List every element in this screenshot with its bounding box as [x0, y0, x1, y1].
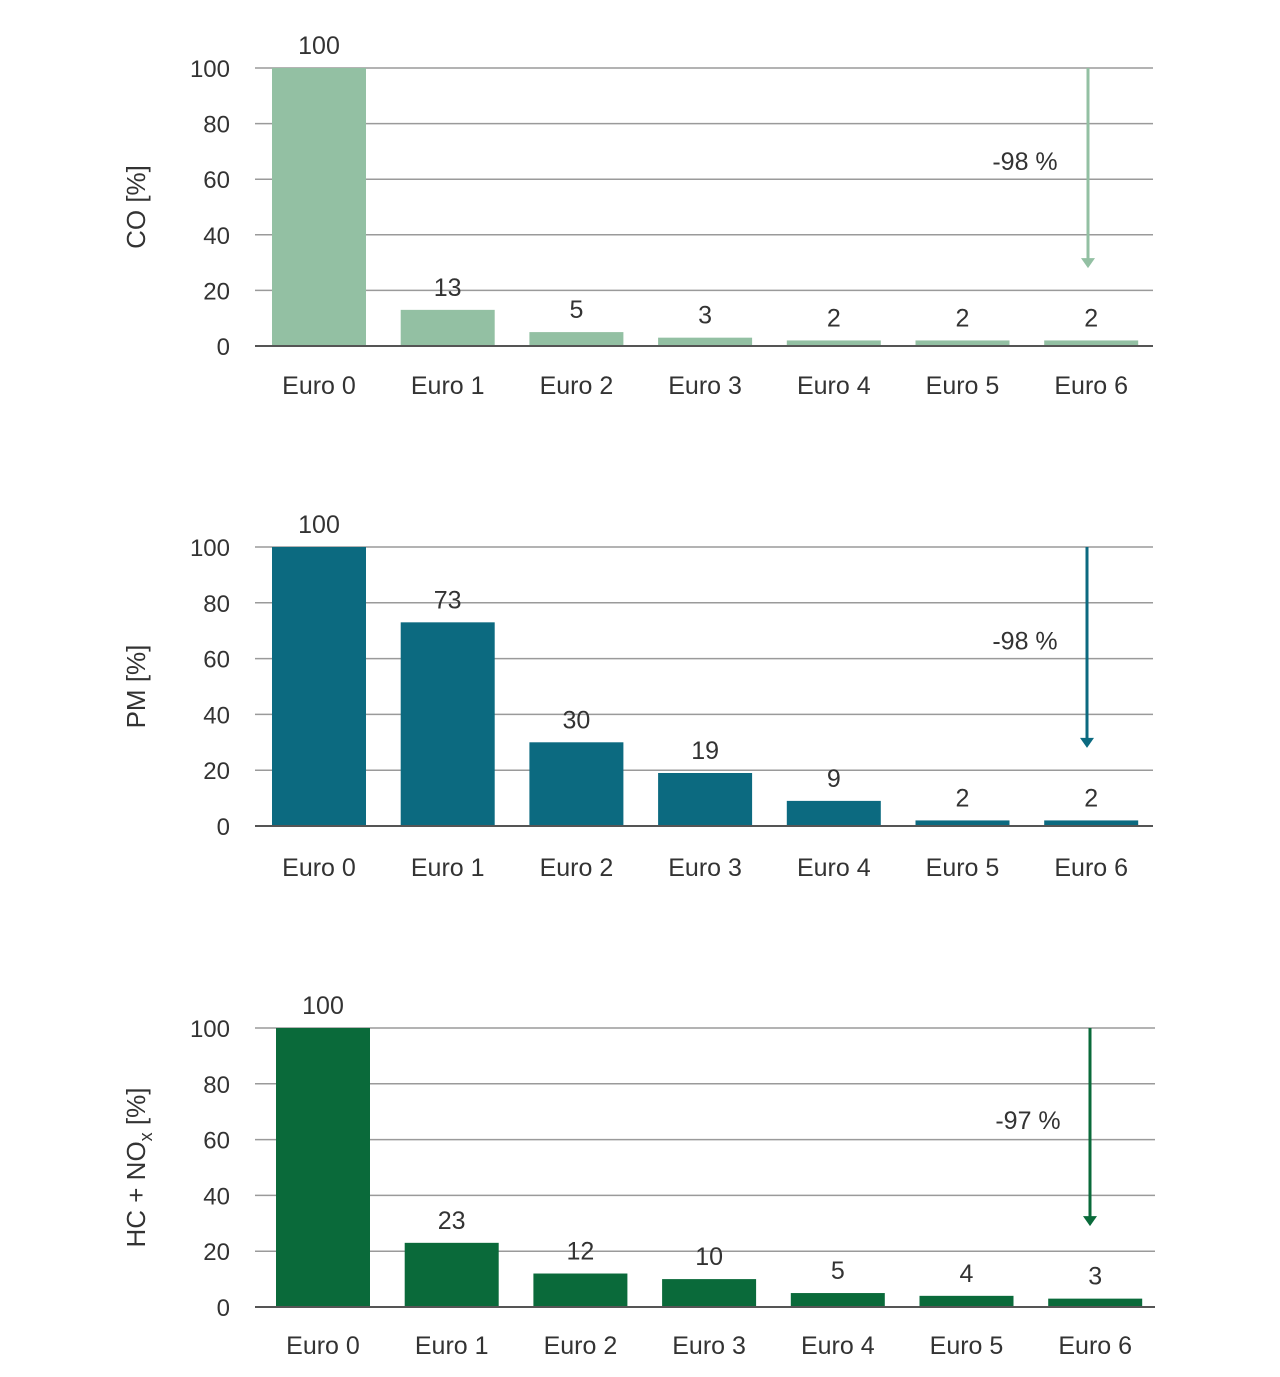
x-tick-label: Euro 4: [797, 854, 871, 882]
bar-euro-2: [529, 742, 624, 826]
data-label: 13: [434, 274, 462, 302]
bar-euro-5: [919, 1295, 1014, 1307]
x-tick-label: Euro 6: [1054, 854, 1128, 882]
reduction-annotation: -98 %: [992, 148, 1057, 176]
reduction-annotation: -98 %: [992, 627, 1057, 655]
y-tick-label: 0: [217, 334, 230, 361]
arrow-head-icon: [1080, 737, 1094, 748]
x-tick-label: Euro 0: [282, 372, 356, 400]
bar-euro-6: [1044, 820, 1139, 826]
data-label: 12: [566, 1238, 594, 1266]
data-label: 9: [827, 765, 841, 793]
bar-euro-5: [915, 340, 1010, 346]
y-axis-label-main: HC + NO: [121, 1141, 151, 1247]
y-axis-label: PM [%]: [121, 645, 151, 729]
y-tick-label: 40: [203, 702, 230, 729]
arrow-head-icon: [1081, 258, 1095, 269]
bar-euro-2: [529, 332, 624, 346]
x-tick-label: Euro 5: [926, 854, 1000, 882]
bar-euro-1: [400, 622, 495, 826]
data-label: 5: [569, 296, 583, 324]
bar-euro-6: [1044, 340, 1139, 346]
bar-euro-4: [786, 800, 881, 826]
x-tick-label: Euro 3: [668, 854, 742, 882]
y-axis-label-suffix: [%]: [121, 1088, 151, 1133]
y-tick-label: 60: [203, 647, 230, 674]
data-label: 23: [438, 1207, 466, 1235]
x-tick-label: Euro 6: [1054, 372, 1128, 400]
chart-panel-3: 0 20 40 60 80 100 100 Euro 0 23 Euro 1 12 Euro 2 10 E…: [121, 992, 1155, 1360]
reduction-annotation: -97 %: [995, 1107, 1060, 1135]
y-tick-label: 20: [203, 1239, 230, 1266]
x-tick-label: Euro 3: [672, 1332, 746, 1360]
x-tick-label: Euro 2: [540, 372, 614, 400]
y-tick-label: 60: [203, 1128, 230, 1155]
data-label: 19: [691, 737, 719, 765]
data-label: 100: [302, 992, 344, 1020]
bar-euro-0: [272, 547, 366, 826]
data-label: 4: [960, 1260, 974, 1288]
x-tick-label: Euro 6: [1058, 1332, 1132, 1360]
data-label: 10: [695, 1243, 723, 1271]
arrow-head-icon: [1083, 1216, 1097, 1227]
y-tick-label: 80: [203, 112, 230, 139]
y-axis-label: CO [%]: [121, 165, 151, 249]
data-label: 2: [1084, 304, 1098, 332]
data-label: 5: [831, 1257, 845, 1285]
y-tick-label: 100: [190, 56, 230, 83]
bar-euro-2: [533, 1273, 628, 1307]
bar-euro-0: [272, 68, 366, 346]
data-label: 3: [1088, 1263, 1102, 1291]
bar-euro-5: [915, 820, 1010, 826]
y-tick-label: 80: [203, 1072, 230, 1099]
data-label: 2: [1084, 784, 1098, 812]
bar-euro-1: [404, 1242, 499, 1307]
y-axis-label-main: PM [%]: [121, 645, 151, 729]
x-tick-label: Euro 0: [286, 1332, 360, 1360]
bar-euro-4: [786, 340, 881, 346]
chart-panel-1: 0 20 40 60 80 100 100 Euro 0 13 Euro 1 5 Euro 2 3 Eur…: [121, 32, 1153, 400]
y-tick-label: 0: [217, 814, 230, 841]
data-label: 30: [562, 706, 590, 734]
x-tick-label: Euro 1: [411, 372, 485, 400]
y-axis-label: HC + NOx [%]: [121, 1088, 156, 1248]
x-tick-label: Euro 5: [926, 372, 1000, 400]
y-tick-label: 0: [217, 1295, 230, 1322]
x-tick-label: Euro 2: [540, 854, 614, 882]
bar-euro-0: [276, 1028, 370, 1307]
y-tick-label: 20: [203, 278, 230, 305]
y-tick-label: 60: [203, 167, 230, 194]
y-axis-label-main: CO [%]: [121, 165, 151, 249]
x-tick-label: Euro 1: [415, 1332, 489, 1360]
y-tick-label: 100: [190, 1016, 230, 1043]
bar-euro-3: [658, 772, 753, 826]
bar-euro-4: [790, 1293, 885, 1307]
x-tick-label: Euro 4: [801, 1332, 875, 1360]
chart-panel-2: 0 20 40 60 80 100 100 Euro 0 73 Euro 1 30 Euro 2 19 E…: [121, 511, 1153, 882]
y-tick-label: 100: [190, 535, 230, 562]
y-tick-label: 40: [203, 1183, 230, 1210]
y-axis-label-subscript: x: [136, 1132, 156, 1141]
x-tick-label: Euro 2: [544, 1332, 618, 1360]
x-tick-label: Euro 3: [668, 372, 742, 400]
bar-euro-6: [1048, 1298, 1143, 1307]
data-label: 100: [298, 32, 340, 60]
data-label: 73: [434, 586, 462, 614]
y-tick-label: 80: [203, 591, 230, 618]
x-tick-label: Euro 0: [282, 854, 356, 882]
x-tick-label: Euro 5: [930, 1332, 1004, 1360]
bar-euro-3: [662, 1279, 757, 1307]
data-label: 2: [827, 304, 841, 332]
data-label: 2: [956, 304, 970, 332]
y-tick-label: 40: [203, 223, 230, 250]
data-label: 3: [698, 302, 712, 330]
data-label: 100: [298, 511, 340, 539]
y-tick-label: 20: [203, 758, 230, 785]
bar-euro-3: [658, 337, 753, 346]
bar-euro-1: [400, 309, 495, 346]
x-tick-label: Euro 4: [797, 372, 871, 400]
x-tick-label: Euro 1: [411, 854, 485, 882]
data-label: 2: [956, 784, 970, 812]
